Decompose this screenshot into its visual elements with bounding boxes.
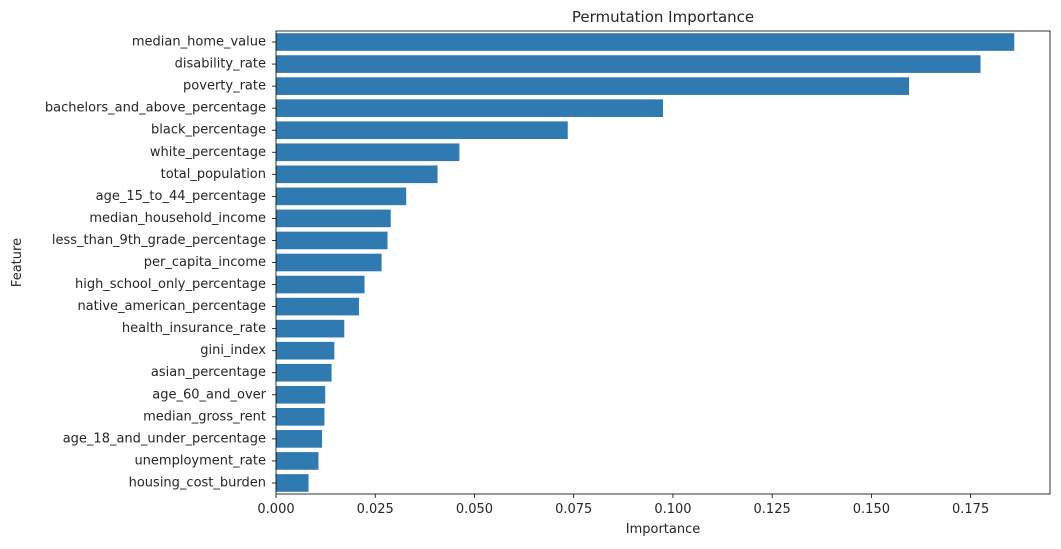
- y-tick-label: bachelors_and_above_percentage: [45, 101, 266, 116]
- x-tick-label: 0.000: [257, 502, 294, 517]
- bar-median-household-income: [276, 209, 391, 228]
- x-axis-label: Importance: [626, 522, 701, 537]
- y-tick-label: median_home_value: [132, 35, 266, 50]
- bar-high-school-only-percentage: [276, 275, 365, 294]
- bar-disability-rate: [276, 55, 981, 73]
- y-tick-label: native_american_percentage: [77, 299, 266, 314]
- bar-poverty-rate: [276, 77, 910, 95]
- bars-layer: [276, 33, 1015, 492]
- y-tick-label: health_insurance_rate: [122, 321, 266, 336]
- x-tick-label: 0.150: [853, 502, 890, 517]
- bar-age-15-to-44-percentage: [276, 187, 407, 206]
- bar-black-percentage: [276, 121, 568, 140]
- y-tick-labels: median_home_value disability_rate poverty_…: [45, 35, 276, 490]
- y-tick-label: age_15_to_44_percentage: [96, 189, 266, 204]
- y-tick-label: disability_rate: [175, 57, 266, 72]
- y-tick-label: black_percentage: [151, 123, 266, 138]
- y-tick-label: high_school_only_percentage: [75, 277, 266, 292]
- y-axis-label: Feature: [10, 238, 25, 287]
- bar-unemployment-rate: [276, 452, 319, 470]
- y-tick-label: asian_percentage: [151, 365, 266, 380]
- y-tick-label: age_18_and_under_percentage: [63, 431, 266, 446]
- bar-gini-index: [276, 341, 335, 360]
- bar-native-american-percentage: [276, 297, 359, 316]
- x-tick-label: 0.050: [456, 502, 493, 517]
- x-tick-label: 0.125: [754, 502, 791, 517]
- y-tick-label: less_than_9th_grade_percentage: [52, 233, 266, 248]
- bar-housing-cost-burden: [276, 474, 309, 492]
- y-tick-label: age_60_and_over: [152, 387, 266, 402]
- y-tick-label: total_population: [161, 167, 266, 182]
- bar-health-insurance-rate: [276, 319, 345, 338]
- bar-asian-percentage: [276, 363, 332, 382]
- y-tick-label: gini_index: [200, 343, 266, 358]
- y-tick-label: unemployment_rate: [134, 453, 266, 468]
- bar-white-percentage: [276, 143, 460, 162]
- y-tick-label: white_percentage: [150, 145, 266, 160]
- chart-title: Permutation Importance: [572, 8, 754, 26]
- y-tick-label: median_household_income: [89, 211, 266, 226]
- y-tick-label: per_capita_income: [144, 255, 266, 270]
- x-tick-label: 0.075: [555, 502, 592, 517]
- y-tick-label: housing_cost_burden: [129, 475, 266, 490]
- x-tick-label: 0.025: [357, 502, 394, 517]
- bar-per-capita-income: [276, 253, 382, 272]
- bar-age-18-and-under-percentage: [276, 430, 323, 448]
- bar-median-gross-rent: [276, 408, 325, 426]
- x-tick-label: 0.100: [654, 502, 691, 517]
- y-tick-label: poverty_rate: [183, 79, 266, 94]
- bar-bachelors-and-above-percentage: [276, 99, 663, 117]
- plot-frame: [275, 30, 1051, 495]
- y-tick-label: median_gross_rent: [143, 409, 266, 424]
- bar-median-home-value: [276, 33, 1015, 51]
- bar-total-population: [276, 165, 438, 184]
- bar-age-60-and-over: [276, 385, 326, 404]
- bar-less-than-9th-grade-percentage: [276, 231, 388, 250]
- x-axis-ticks: 0.000 0.025 0.050 0.075 0.100 0.125 0.150 0.175: [257, 494, 989, 517]
- x-tick-label: 0.175: [952, 502, 989, 517]
